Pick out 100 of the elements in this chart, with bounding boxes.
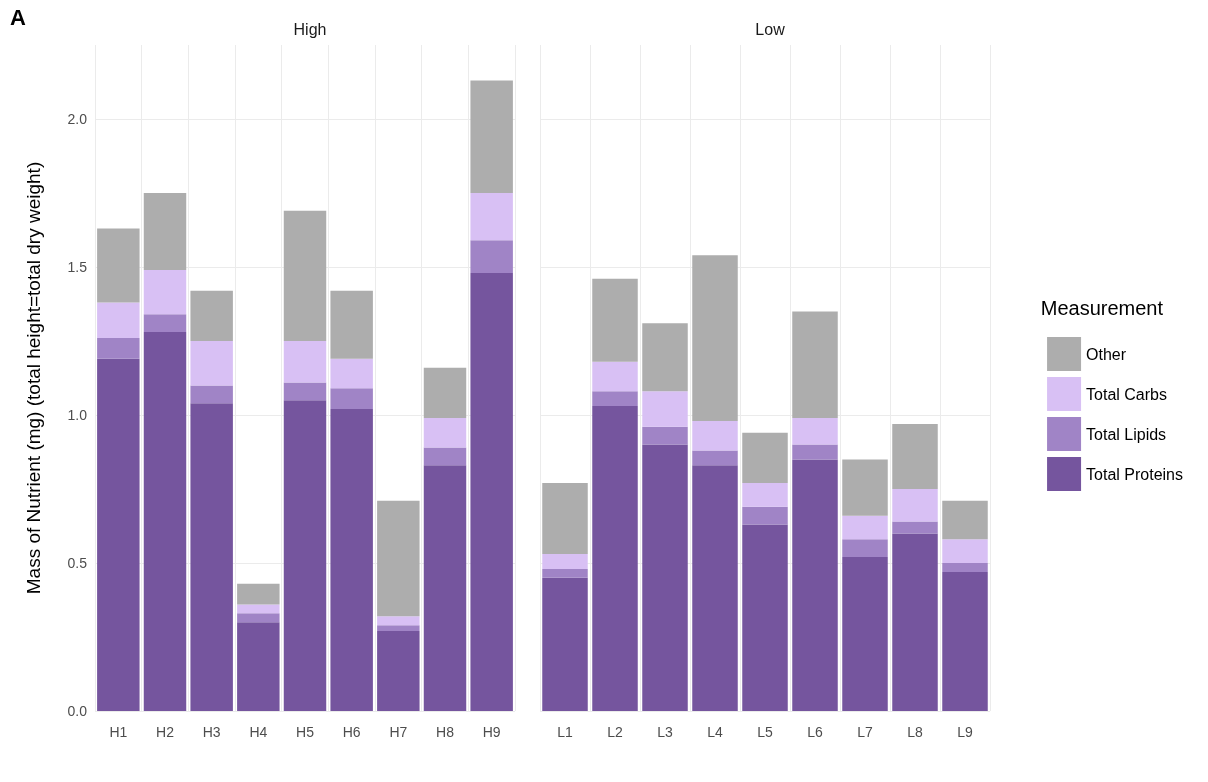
- bar: [692, 465, 738, 711]
- bar: [237, 604, 280, 614]
- bar: [377, 500, 420, 617]
- x-tick-label: H1: [109, 724, 128, 740]
- bar: [542, 554, 588, 569]
- x-tick-label: L7: [857, 724, 873, 740]
- bar: [190, 385, 233, 404]
- bar: [283, 210, 327, 341]
- bar: [330, 388, 373, 410]
- bar: [330, 358, 373, 389]
- legend-label: Total Lipids: [1086, 425, 1167, 443]
- bar: [237, 583, 280, 605]
- x-tick-label: H6: [342, 724, 361, 740]
- bar: [842, 459, 888, 516]
- bar: [97, 338, 140, 359]
- bar: [892, 533, 938, 711]
- x-tick-label: H2: [156, 724, 175, 740]
- x-tick-label: H3: [202, 724, 221, 740]
- y-tick-label: 1.5: [67, 259, 88, 275]
- x-tick-label: H9: [482, 724, 501, 740]
- bar: [143, 314, 187, 333]
- bar: [892, 521, 938, 534]
- bar: [470, 272, 513, 711]
- bar: [143, 332, 187, 711]
- bar: [692, 420, 738, 451]
- bar: [592, 361, 638, 392]
- bar: [642, 323, 688, 392]
- bar: [542, 568, 588, 578]
- bar: [470, 80, 513, 193]
- bar: [792, 459, 838, 711]
- x-tick-label: L4: [707, 724, 723, 740]
- bar: [742, 506, 788, 525]
- x-tick-label: H7: [389, 724, 408, 740]
- legend-title: Measurement: [1040, 297, 1164, 319]
- bar: [283, 400, 327, 711]
- x-tick-label: H5: [296, 724, 315, 740]
- bar: [742, 483, 788, 507]
- bar: [842, 515, 888, 540]
- bar: [892, 423, 938, 489]
- bar: [470, 240, 513, 273]
- bar: [283, 341, 327, 383]
- x-tick-label: L5: [757, 724, 773, 740]
- legend-label: Total Carbs: [1086, 385, 1167, 403]
- bar: [97, 228, 140, 303]
- bar: [792, 444, 838, 460]
- bar: [97, 358, 140, 711]
- bar: [592, 406, 638, 711]
- legend-label: Other: [1086, 345, 1127, 363]
- y-axis-title: Mass of Nutrient (mg) (total height=total dry weight): [23, 161, 44, 595]
- chart-title: High: [293, 20, 327, 38]
- bar: [330, 409, 373, 711]
- bar: [642, 426, 688, 445]
- x-tick-label: L8: [907, 724, 923, 740]
- bar: [542, 483, 588, 555]
- bar: [143, 269, 187, 315]
- x-tick-label: L3: [657, 724, 673, 740]
- bar: [942, 539, 988, 563]
- x-tick-label: L9: [957, 724, 973, 740]
- bar: [692, 450, 738, 466]
- bar: [842, 539, 888, 558]
- bar: [190, 290, 233, 341]
- y-tick-label: 0.5: [67, 555, 88, 571]
- bar: [237, 613, 280, 623]
- bar: [470, 193, 513, 241]
- x-tick-label: L6: [807, 724, 823, 740]
- bar: [642, 391, 688, 427]
- bar: [190, 403, 233, 711]
- bar: [942, 571, 988, 711]
- bar: [190, 341, 233, 386]
- y-tick-label: 1.0: [67, 407, 88, 423]
- text: A: [10, 4, 26, 30]
- bar: [237, 622, 280, 711]
- y-tick-label: 0.0: [67, 703, 88, 719]
- bar: [283, 382, 327, 401]
- legend-label: Total Proteins: [1086, 465, 1183, 483]
- y-tick-label: 2.0: [67, 111, 88, 127]
- bar: [377, 631, 420, 711]
- bar: [377, 616, 420, 626]
- bar: [423, 367, 467, 418]
- bar: [942, 563, 988, 572]
- bar: [423, 447, 467, 466]
- bar: [942, 500, 988, 540]
- x-tick-label: L1: [557, 724, 573, 740]
- bar: [792, 311, 838, 418]
- bar: [742, 524, 788, 711]
- bar: [592, 391, 638, 407]
- bar: [330, 290, 373, 359]
- bar: [542, 577, 588, 711]
- bar: [842, 557, 888, 711]
- x-tick-label: H8: [436, 724, 455, 740]
- bar: [423, 417, 467, 448]
- bar: [143, 193, 187, 270]
- chart-title: Low: [755, 20, 786, 38]
- bar: [692, 255, 738, 421]
- bar: [742, 432, 788, 484]
- bar: [423, 465, 467, 711]
- x-tick-label: L2: [607, 724, 623, 740]
- bar: [97, 302, 140, 339]
- bar: [377, 625, 420, 632]
- bar: [892, 489, 938, 522]
